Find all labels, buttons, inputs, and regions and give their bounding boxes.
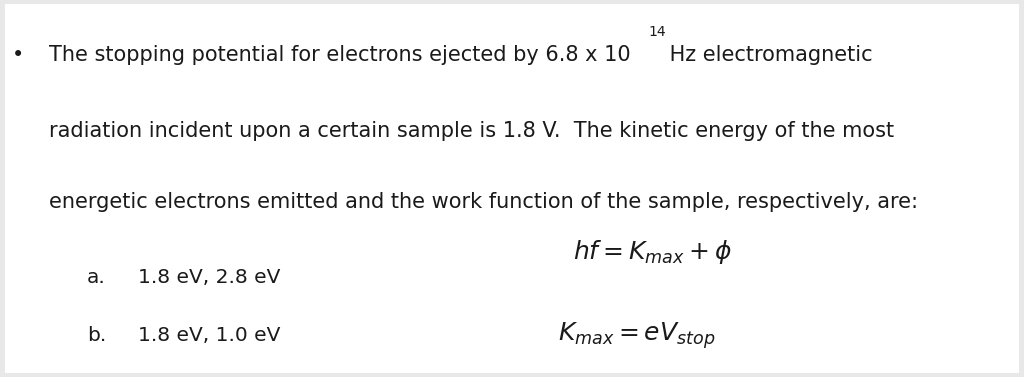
Text: •: • xyxy=(12,45,25,65)
Text: b.: b. xyxy=(87,326,106,345)
Text: Hz electromagnetic: Hz electromagnetic xyxy=(664,45,873,65)
Text: energetic electrons emitted and the work function of the sample, respectively, a: energetic electrons emitted and the work… xyxy=(49,192,919,212)
Text: radiation incident upon a certain sample is 1.8 V.  The kinetic energy of the mo: radiation incident upon a certain sample… xyxy=(49,121,894,141)
Text: The stopping potential for electrons ejected by 6.8 x 10: The stopping potential for electrons eje… xyxy=(49,45,631,65)
Text: 1.8 eV, 1.0 eV: 1.8 eV, 1.0 eV xyxy=(138,326,281,345)
Text: 14: 14 xyxy=(648,25,666,38)
FancyBboxPatch shape xyxy=(5,4,1019,373)
Text: a.: a. xyxy=(87,268,105,287)
Text: $K_{max} = eV_{stop}$: $K_{max} = eV_{stop}$ xyxy=(558,320,716,351)
Text: $hf = K_{max} + \phi$: $hf = K_{max} + \phi$ xyxy=(573,238,732,265)
Text: 1.8 eV, 2.8 eV: 1.8 eV, 2.8 eV xyxy=(138,268,281,287)
